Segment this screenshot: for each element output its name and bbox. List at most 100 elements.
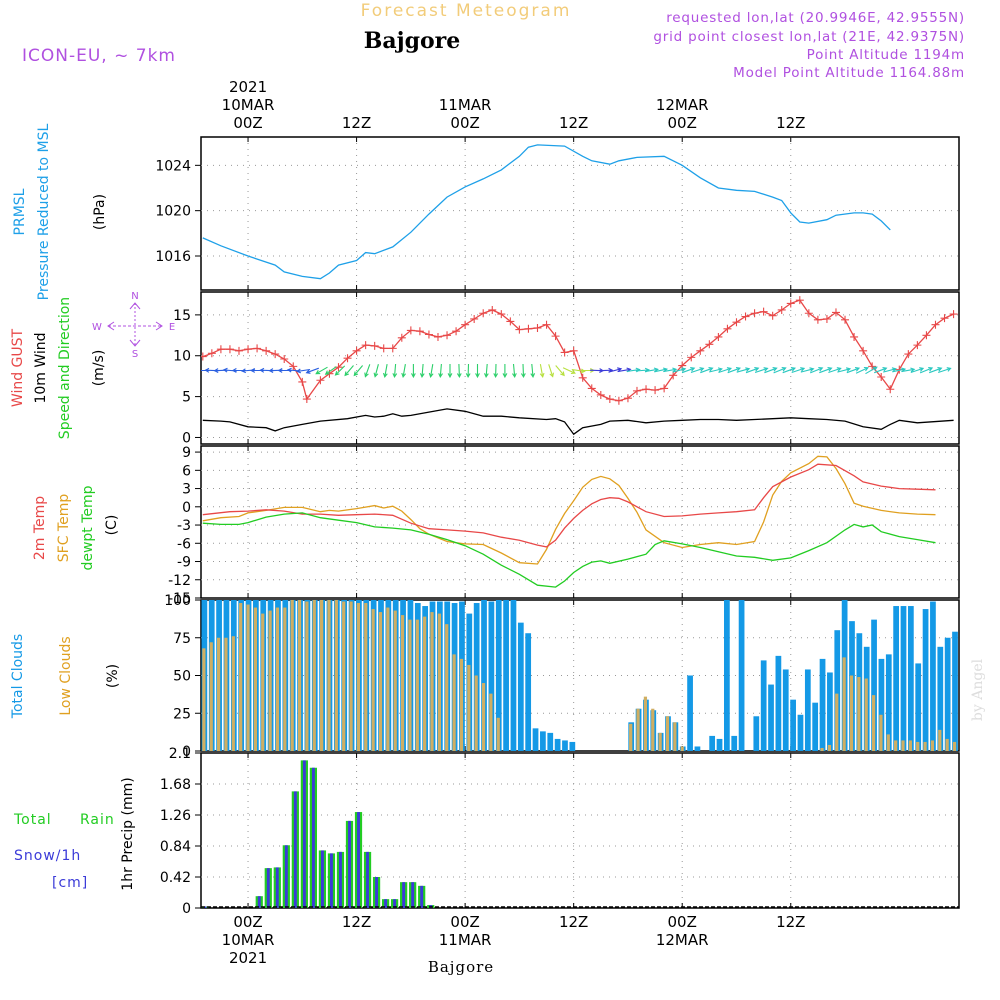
wind-arrow <box>305 367 319 374</box>
gust-marker <box>759 307 768 316</box>
total-cloud-bar <box>930 601 936 751</box>
bottom-time-label: 00Z <box>233 913 262 931</box>
low-cloud-bar <box>239 603 243 751</box>
low-cloud-bar <box>283 607 287 751</box>
gust-marker <box>533 323 542 332</box>
wind-arrow <box>512 363 517 379</box>
total-clouds-label: Total Clouds <box>10 634 26 719</box>
t2m-label: 2m Temp <box>32 496 48 560</box>
total-cloud-bar <box>937 646 944 751</box>
total-cloud-bar <box>797 714 804 751</box>
wind-arrow <box>846 367 861 374</box>
gust-marker <box>470 314 479 323</box>
gust-marker <box>302 395 311 404</box>
low-cloud-bar <box>452 654 456 751</box>
wind-arrow <box>324 366 337 375</box>
gust-marker <box>632 386 641 395</box>
low-cloud-bar <box>400 615 405 751</box>
wind-arrow <box>428 364 434 379</box>
total-cloud-bar <box>819 658 826 751</box>
wind-arrow <box>571 368 586 374</box>
pressure-line <box>202 144 891 280</box>
low-cloud-bar <box>356 603 361 751</box>
gust-marker <box>813 315 822 324</box>
gust-marker <box>415 327 424 336</box>
low-clouds-label: Low Clouds <box>58 636 74 715</box>
wind-speed-dir-label: Speed and Direction <box>57 297 73 439</box>
low-cloud-bar <box>378 612 383 751</box>
gust-marker <box>488 305 497 314</box>
wind-arrow <box>663 367 678 373</box>
ytick-label: 3 <box>182 482 191 498</box>
requested-coords: requested lon,lat (20.9946E, 42.9555N) <box>666 10 965 26</box>
snow-bar <box>357 812 360 908</box>
wind-arrow <box>401 364 407 379</box>
wind-arrow <box>800 367 815 373</box>
low-cloud-bar <box>871 695 876 751</box>
total-cloud-bar <box>554 738 561 751</box>
top-time-label: 2021 <box>229 78 267 96</box>
low-cloud-bar <box>886 734 890 751</box>
ytick-label: 10 <box>173 349 191 365</box>
gust-marker <box>786 299 795 308</box>
ytick-label: 1.26 <box>160 808 191 824</box>
precip-total-label: Total <box>13 812 52 828</box>
top-time-label: 00Z <box>668 114 697 132</box>
ytick-label: -6 <box>177 536 191 552</box>
gust-marker <box>234 346 243 355</box>
bottom-time-label: 00Z <box>668 913 697 931</box>
wind-arrow <box>745 367 760 374</box>
top-time-label: 12Z <box>559 114 588 132</box>
wind-arrow <box>929 367 943 374</box>
wind-arrow <box>938 367 952 374</box>
wind-arrow <box>608 367 623 373</box>
low-cloud-bar <box>827 744 832 751</box>
credit-watermark: by Angel <box>970 658 986 721</box>
snow-bar <box>302 760 306 908</box>
wind-arrow <box>736 367 751 373</box>
low-cloud-bar <box>246 604 250 751</box>
ytick-label: 6 <box>182 463 191 479</box>
low-cloud-bar <box>651 708 655 751</box>
snow-bar <box>329 853 333 908</box>
low-cloud-bar <box>820 747 824 751</box>
wind-arrow <box>809 367 824 374</box>
top-time-label: 00Z <box>450 114 479 132</box>
low-cloud-bar <box>327 600 331 751</box>
total-cloud-bar <box>834 630 841 751</box>
low-cloud-bar <box>474 675 478 751</box>
gust-marker <box>741 312 750 321</box>
ytick-label: 0.42 <box>160 870 191 886</box>
wind-arrow <box>910 367 925 374</box>
gust-marker <box>244 345 253 354</box>
gust-marker <box>696 346 705 355</box>
wind-arrow <box>548 364 555 378</box>
wind-arrow <box>530 363 536 379</box>
dewpt-line <box>202 512 936 588</box>
wind-10m-label: 10m Wind <box>33 332 49 403</box>
low-cloud-bar <box>459 658 464 751</box>
snow-bar <box>339 851 342 908</box>
bottom-time-label: 12MAR <box>656 931 709 949</box>
gust-marker <box>732 318 741 327</box>
gust-marker <box>596 390 605 399</box>
wind-arrow <box>718 367 732 374</box>
top-time-label: 00Z <box>233 114 262 132</box>
snow-bar <box>402 882 406 908</box>
snow-bar <box>393 899 397 908</box>
precipitation-frame <box>200 752 960 909</box>
grid-coords: grid point closest lon,lat (21E, 42.9375… <box>653 29 965 45</box>
low-cloud-bar <box>952 741 957 751</box>
low-cloud-bar <box>408 619 412 751</box>
gust-marker <box>542 320 551 329</box>
wind-arrow <box>295 368 311 374</box>
snow-bar <box>320 850 324 908</box>
low-cloud-bar <box>938 729 942 751</box>
gust-marker <box>714 332 723 341</box>
snow-bar <box>384 899 388 908</box>
total-cloud-bar <box>517 622 524 751</box>
low-cloud-bar <box>673 722 677 751</box>
bottom-time-label: 2021 <box>229 949 267 967</box>
wind-arrow <box>520 363 526 379</box>
low-cloud-bar <box>857 677 861 751</box>
